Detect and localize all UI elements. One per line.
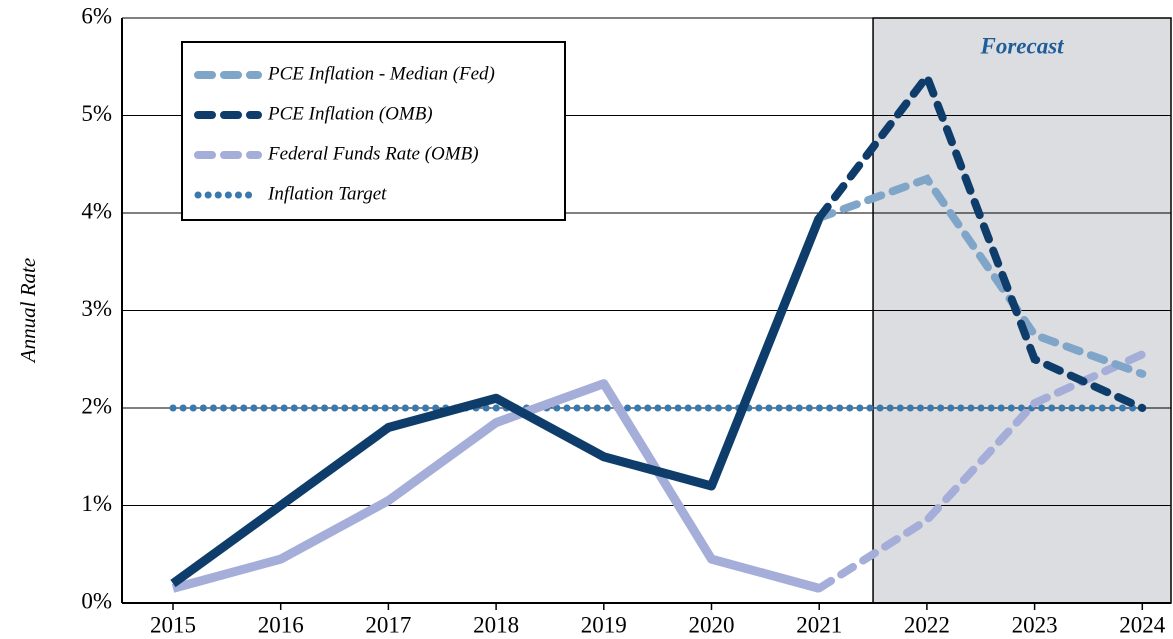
legend-label: PCE Inflation - Median (Fed)	[267, 63, 495, 84]
x-tick-label: 2017	[365, 612, 411, 637]
x-tick-label: 2020	[689, 612, 735, 637]
y-tick-label: 5%	[81, 101, 112, 126]
legend-label: Inflation Target	[267, 183, 387, 204]
series-line	[815, 174, 1147, 378]
series-line	[170, 216, 824, 588]
x-tick-label: 2015	[150, 612, 196, 637]
y-tick-label: 1%	[81, 491, 112, 516]
x-tick-label: 2023	[1012, 612, 1058, 637]
y-tick-label: 0%	[81, 588, 112, 613]
y-tick-label: 2%	[81, 393, 112, 418]
series-line	[815, 350, 1147, 593]
legend-label: PCE Inflation (OMB)	[267, 103, 433, 124]
forecast-label: Forecast	[979, 33, 1064, 58]
y-tick-label: 3%	[81, 296, 112, 321]
y-tick-label: 6%	[81, 3, 112, 28]
x-tick-label: 2022	[904, 612, 950, 637]
x-tick-label: 2021	[796, 612, 842, 637]
series-line	[815, 68, 1147, 412]
y-axis-label: Annual Rate	[16, 258, 40, 364]
series-line	[171, 379, 821, 593]
x-tick-label: 2019	[581, 612, 627, 637]
x-tick-label: 2016	[258, 612, 304, 637]
y-tick-label: 4%	[81, 198, 112, 223]
legend-label: Federal Funds Rate (OMB)	[267, 143, 479, 164]
x-tick-label: 2024	[1119, 612, 1166, 637]
x-tick-label: 2018	[473, 612, 519, 637]
legend-box	[181, 41, 566, 221]
